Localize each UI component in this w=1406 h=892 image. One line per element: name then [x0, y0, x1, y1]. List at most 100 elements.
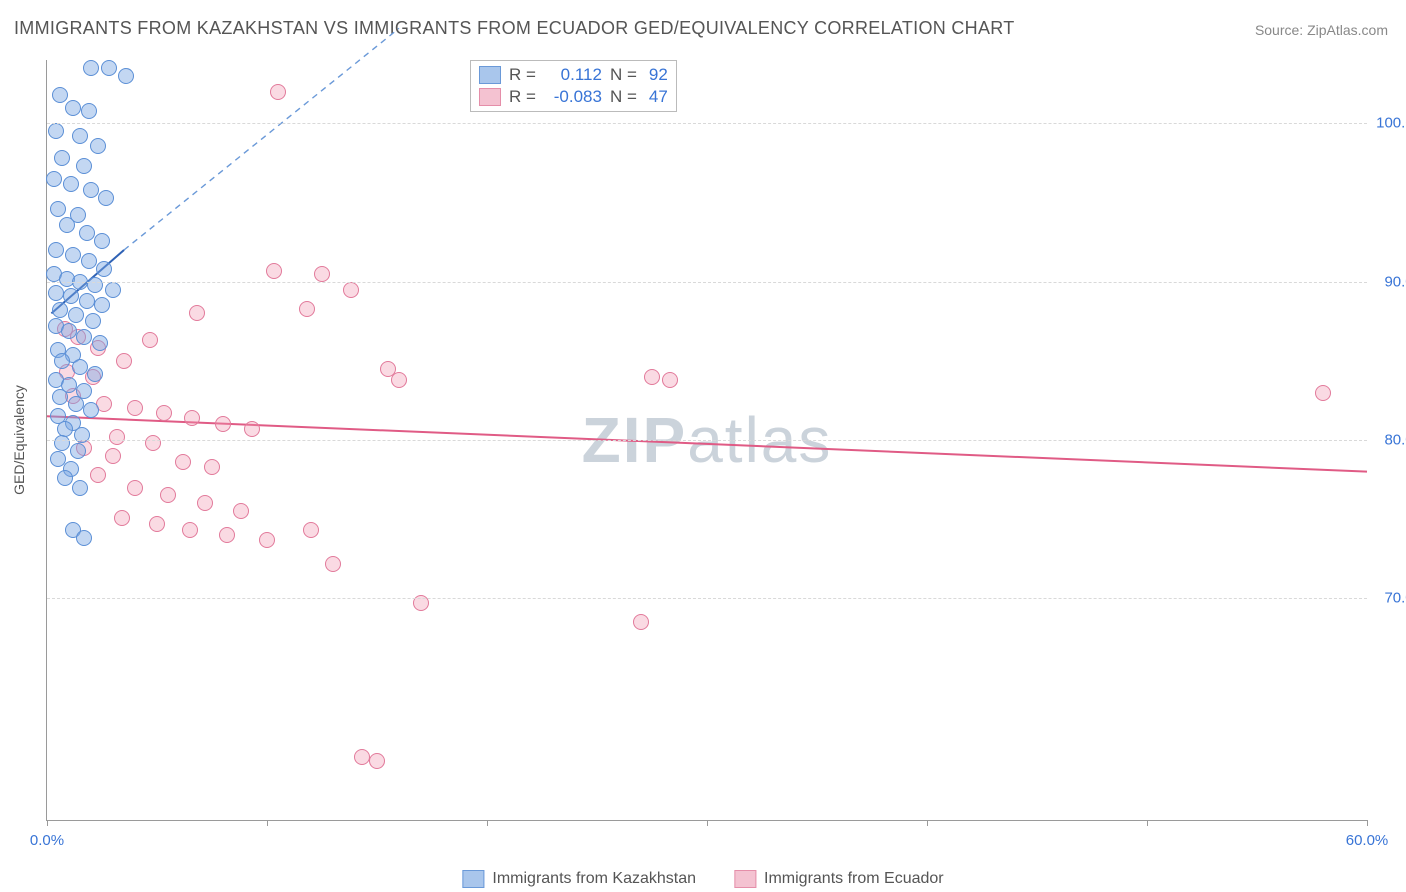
scatter-point-pink [270, 84, 286, 100]
scatter-point-blue [76, 158, 92, 174]
scatter-point-blue [96, 261, 112, 277]
scatter-point-pink [189, 305, 205, 321]
gridline [47, 440, 1367, 441]
legend-item: Immigrants from Kazakhstan [462, 870, 696, 888]
scatter-point-blue [52, 87, 68, 103]
scatter-point-blue [76, 530, 92, 546]
scatter-point-pink [142, 332, 158, 348]
scatter-point-blue [101, 60, 117, 76]
scatter-point-pink [233, 503, 249, 519]
scatter-point-pink [244, 421, 260, 437]
x-tick [927, 820, 928, 826]
scatter-point-blue [83, 402, 99, 418]
bottom-legend: Immigrants from Kazakhstan Immigrants fr… [462, 870, 943, 888]
gridline [47, 282, 1367, 283]
scatter-point-pink [633, 614, 649, 630]
scatter-point-pink [662, 372, 678, 388]
scatter-point-pink [303, 522, 319, 538]
scatter-point-blue [46, 171, 62, 187]
scatter-point-pink [114, 510, 130, 526]
x-tick-label: 0.0% [30, 832, 64, 849]
scatter-point-pink [325, 556, 341, 572]
scatter-point-blue [87, 366, 103, 382]
scatter-point-pink [314, 266, 330, 282]
scatter-point-blue [83, 182, 99, 198]
scatter-point-blue [81, 253, 97, 269]
legend-swatch-blue [479, 66, 501, 84]
scatter-point-blue [65, 247, 81, 263]
scatter-point-pink [369, 753, 385, 769]
scatter-point-pink [182, 522, 198, 538]
chart-title: IMMIGRANTS FROM KAZAKHSTAN VS IMMIGRANTS… [14, 18, 1015, 39]
scatter-point-pink [145, 435, 161, 451]
scatter-point-blue [76, 329, 92, 345]
scatter-point-blue [68, 307, 84, 323]
x-tick [267, 820, 268, 826]
scatter-point-pink [127, 480, 143, 496]
scatter-point-pink [109, 429, 125, 445]
scatter-point-blue [48, 123, 64, 139]
scatter-point-blue [54, 435, 70, 451]
legend-n-label: N = [610, 65, 637, 85]
scatter-point-pink [204, 459, 220, 475]
scatter-point-blue [63, 288, 79, 304]
scatter-point-pink [354, 749, 370, 765]
scatter-point-blue [72, 128, 88, 144]
scatter-point-blue [98, 190, 114, 206]
scatter-point-blue [87, 277, 103, 293]
scatter-point-pink [160, 487, 176, 503]
legend-stats-row: R = 0.112 N = 92 [479, 64, 668, 86]
scatter-point-blue [52, 389, 68, 405]
scatter-point-blue [52, 302, 68, 318]
x-tick [487, 820, 488, 826]
scatter-point-pink [219, 527, 235, 543]
scatter-point-blue [57, 470, 73, 486]
y-axis-label: GED/Equivalency [11, 385, 27, 495]
scatter-point-blue [94, 297, 110, 313]
scatter-point-blue [72, 359, 88, 375]
source-label: Source: ZipAtlas.com [1255, 22, 1388, 38]
gridline [47, 598, 1367, 599]
legend-swatch-blue [462, 870, 484, 888]
plot-area: GED/Equivalency ZIPatlas 70.0%80.0%90.0%… [46, 60, 1367, 821]
scatter-point-blue [92, 335, 108, 351]
trend-line [124, 28, 399, 250]
scatter-point-pink [175, 454, 191, 470]
legend-label: Immigrants from Kazakhstan [492, 870, 696, 888]
scatter-point-pink [90, 467, 106, 483]
legend-r-label: R = [509, 65, 536, 85]
scatter-point-pink [266, 263, 282, 279]
scatter-point-blue [70, 443, 86, 459]
legend-stats-row: R = -0.083 N = 47 [479, 86, 668, 108]
legend-swatch-pink [734, 870, 756, 888]
scatter-point-pink [644, 369, 660, 385]
x-tick [707, 820, 708, 826]
scatter-point-blue [68, 396, 84, 412]
scatter-point-blue [85, 313, 101, 329]
scatter-point-blue [105, 282, 121, 298]
scatter-point-blue [48, 285, 64, 301]
legend-r-value: 0.112 [544, 65, 602, 85]
scatter-point-blue [50, 201, 66, 217]
scatter-point-pink [116, 353, 132, 369]
y-tick-label: 70.0% [1371, 590, 1406, 607]
scatter-point-pink [1315, 385, 1331, 401]
scatter-point-pink [197, 495, 213, 511]
scatter-point-pink [184, 410, 200, 426]
scatter-point-pink [343, 282, 359, 298]
scatter-point-pink [149, 516, 165, 532]
y-tick-label: 90.0% [1371, 273, 1406, 290]
legend-item: Immigrants from Ecuador [734, 870, 944, 888]
scatter-point-pink [391, 372, 407, 388]
scatter-point-blue [118, 68, 134, 84]
x-tick [1147, 820, 1148, 826]
scatter-point-blue [83, 60, 99, 76]
legend-label: Immigrants from Ecuador [764, 870, 944, 888]
scatter-point-blue [59, 217, 75, 233]
scatter-point-blue [90, 138, 106, 154]
scatter-point-blue [79, 225, 95, 241]
legend-n-value: 92 [649, 65, 668, 85]
legend-swatch-pink [479, 88, 501, 106]
scatter-point-pink [215, 416, 231, 432]
x-tick [47, 820, 48, 826]
